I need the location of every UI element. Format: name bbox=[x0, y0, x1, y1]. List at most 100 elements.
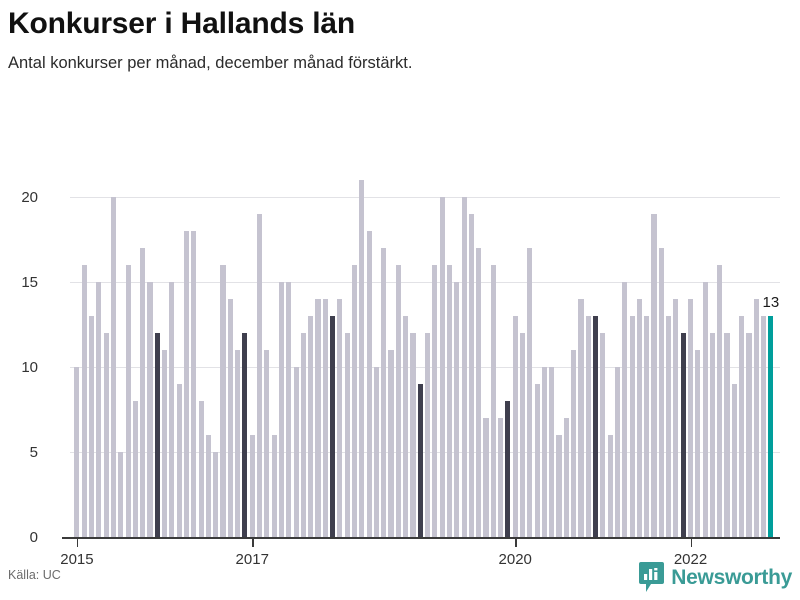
bar-2015-12 bbox=[154, 333, 160, 537]
bar-series bbox=[70, 180, 780, 537]
bar-2020-11 bbox=[585, 316, 591, 537]
chart-header: Konkurser i Hallands län Antal konkurser… bbox=[8, 4, 792, 74]
bar-2021-07 bbox=[644, 316, 650, 537]
bar-2016-09 bbox=[220, 265, 226, 537]
bar-2019-09 bbox=[483, 418, 489, 537]
bar-2015-09 bbox=[132, 401, 138, 537]
chart-plot-inner: 0 5 10 15 20 13 bbox=[21, 180, 780, 545]
bar-2020-10 bbox=[578, 299, 584, 537]
bar-2018-11 bbox=[410, 333, 416, 537]
bar-2020-05 bbox=[541, 367, 547, 537]
bar-2019-07 bbox=[468, 214, 474, 537]
gridline bbox=[70, 282, 780, 283]
bar-2017-07 bbox=[293, 367, 299, 537]
bar-2021-08 bbox=[651, 214, 657, 537]
bar-2018-07 bbox=[381, 248, 387, 537]
bar-value-label: 13 bbox=[762, 294, 780, 311]
bar-2020-06 bbox=[549, 367, 555, 537]
bar-2019-10 bbox=[490, 265, 496, 537]
bar-2017-12 bbox=[330, 316, 336, 537]
bar-2018-06 bbox=[373, 367, 379, 537]
bar-2020-12 bbox=[593, 316, 599, 537]
bar-2019-05 bbox=[454, 282, 460, 537]
bar-2022-08 bbox=[739, 316, 745, 537]
bar-2022-07 bbox=[731, 384, 737, 537]
axis-baseline bbox=[62, 537, 780, 539]
x-axis-tick bbox=[690, 539, 693, 547]
bar-2022-05 bbox=[717, 265, 723, 537]
bar-2020-04 bbox=[534, 384, 540, 537]
bar-2021-05 bbox=[629, 316, 635, 537]
x-axis-tick-label: 2020 bbox=[498, 551, 532, 568]
bar-2020-08 bbox=[563, 418, 569, 537]
y-axis-tick-label: 10 bbox=[21, 359, 38, 376]
x-axis-tick bbox=[252, 539, 254, 547]
bar-2016-05 bbox=[191, 231, 197, 537]
bar-2019-04 bbox=[446, 265, 453, 537]
x-axis-tick bbox=[76, 539, 79, 547]
x-axis-tick bbox=[515, 539, 517, 547]
bar-2016-07 bbox=[205, 435, 211, 537]
bar-2016-03 bbox=[176, 384, 182, 537]
chart-subtitle: Antal konkurser per månad, december måna… bbox=[8, 54, 413, 72]
newsworthy-logo: Newsworthy bbox=[639, 562, 792, 592]
x-axis-tick-label: 2015 bbox=[60, 551, 94, 568]
bar-2016-01 bbox=[162, 350, 168, 537]
bar-2018-01 bbox=[337, 299, 343, 537]
bar-2022-10 bbox=[753, 299, 759, 537]
bar-2015-11 bbox=[147, 282, 153, 537]
bar-2017-08 bbox=[300, 333, 306, 537]
bar-2016-12 bbox=[242, 333, 248, 537]
gridline bbox=[70, 197, 780, 198]
bar-2020-09 bbox=[571, 350, 577, 537]
bar-2021-11 bbox=[673, 299, 679, 537]
logo-wordmark: Newsworthy bbox=[671, 565, 792, 589]
bar-2020-02 bbox=[519, 333, 526, 537]
source-note: Källa: UC bbox=[8, 568, 61, 582]
bar-2022-11 bbox=[761, 316, 767, 537]
bar-2022-04 bbox=[709, 333, 715, 537]
bar-2017-05 bbox=[278, 282, 285, 537]
bar-2017-04 bbox=[271, 435, 277, 537]
chart-footer: Källa: UC Newsworthy bbox=[0, 554, 800, 600]
bar-2016-10 bbox=[227, 299, 233, 537]
bar-2021-06 bbox=[636, 299, 642, 537]
bar-2019-03 bbox=[439, 197, 445, 537]
bar-2019-08 bbox=[476, 248, 482, 537]
bar-2015-08 bbox=[125, 265, 131, 537]
bar-2019-02 bbox=[432, 265, 438, 537]
bar-2017-09 bbox=[308, 316, 314, 537]
bar-2022-06 bbox=[724, 333, 730, 537]
bar-2021-03 bbox=[614, 367, 621, 537]
bar-2018-02 bbox=[344, 333, 350, 537]
bar-2017-02 bbox=[256, 214, 263, 537]
bar-2020-01 bbox=[512, 316, 518, 537]
bar-2015-10 bbox=[140, 248, 146, 537]
bar-2016-08 bbox=[213, 452, 219, 537]
bar-2016-06 bbox=[198, 401, 204, 537]
bar-2015-06 bbox=[110, 197, 116, 537]
bar-2022-12 bbox=[768, 316, 774, 537]
bar-2016-04 bbox=[183, 231, 190, 537]
bar-chart-speech-bubble-icon bbox=[639, 562, 665, 592]
bar-2022-01 bbox=[687, 299, 694, 537]
bar-2015-02 bbox=[81, 265, 87, 537]
bar-2015-04 bbox=[96, 282, 102, 537]
bar-2019-11 bbox=[498, 418, 504, 537]
x-axis-tick-label: 2017 bbox=[235, 551, 269, 568]
bar-2019-01 bbox=[425, 333, 431, 537]
bar-2017-06 bbox=[286, 282, 292, 537]
bar-2021-09 bbox=[658, 248, 664, 537]
bar-2022-03 bbox=[702, 282, 708, 537]
page-title: Konkurser i Hallands län bbox=[8, 7, 355, 40]
bar-2022-02 bbox=[695, 350, 701, 537]
bar-2016-02 bbox=[169, 282, 175, 537]
bar-2017-11 bbox=[322, 299, 328, 537]
bar-2022-09 bbox=[746, 333, 752, 537]
bar-2018-05 bbox=[366, 231, 372, 537]
bar-2018-12 bbox=[417, 384, 423, 537]
bar-2020-07 bbox=[556, 435, 562, 537]
bar-2018-09 bbox=[395, 265, 401, 537]
bar-2018-10 bbox=[403, 316, 409, 537]
